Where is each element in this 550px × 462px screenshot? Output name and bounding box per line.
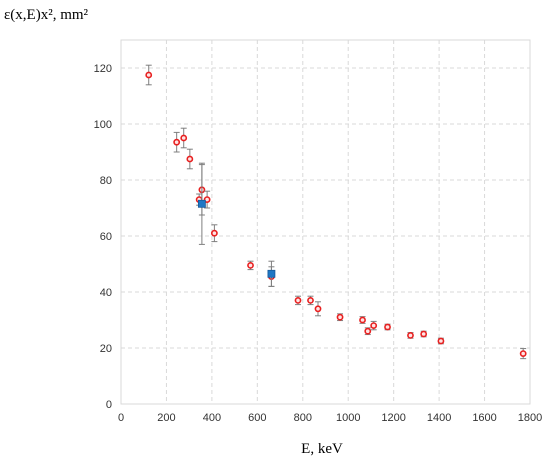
data-point-circle (519, 350, 527, 357)
data-point-circle (203, 196, 211, 203)
data-point-circle (180, 134, 188, 142)
y-tick-label: 120 (94, 63, 112, 75)
data-point-circle (307, 296, 314, 304)
data-point-circle (336, 313, 344, 321)
data-point-square (197, 199, 206, 208)
y-tick-label: 80 (100, 175, 112, 187)
data-point-circle (370, 322, 378, 329)
data-point-square (267, 269, 276, 278)
x-tick-label: 600 (248, 412, 266, 424)
data-point-circle (384, 323, 391, 331)
x-tick-label: 0 (118, 412, 124, 424)
x-tick-label: 400 (203, 412, 221, 424)
y-tick-label: 40 (100, 287, 112, 299)
x-tick-label: 800 (294, 412, 312, 424)
x-tick-label: 1400 (427, 412, 451, 424)
data-point-circle (247, 261, 254, 269)
axis-layer (120, 39, 531, 405)
x-tick-label: 200 (157, 412, 175, 424)
x-tick-label: 1200 (381, 412, 405, 424)
y-tick-label: 20 (100, 343, 112, 355)
data-point-circle (294, 296, 302, 304)
plot-frame (120, 39, 531, 405)
x-tick-label: 1000 (336, 412, 360, 424)
tick-label-layer: 0 200 400 600 800 1000 1200 1400 1600 1800 0 20 40 60… (94, 63, 543, 424)
data-point-circle (173, 138, 181, 146)
data-point-circle (359, 316, 366, 324)
y-axis-label: ε(x,E)x², mm² (4, 7, 89, 23)
y-tick-label: 0 (106, 399, 112, 411)
data-point-circle (186, 155, 194, 163)
data-point-circle (145, 71, 153, 79)
y-tick-label: 60 (100, 231, 112, 243)
data-point-circle (364, 327, 372, 335)
x-axis-label: E, keV (301, 441, 343, 457)
x-tick-label: 1600 (472, 412, 496, 424)
data-point-circle (420, 330, 428, 338)
data-point-circle (407, 331, 414, 339)
data-mark-layer (145, 64, 527, 360)
y-tick-label: 100 (94, 119, 112, 131)
data-point-circle (314, 305, 322, 313)
data-point-circle (210, 229, 218, 237)
data-point-circle (437, 337, 445, 345)
x-tick-label: 1800 (518, 412, 542, 424)
grid-layer (121, 40, 531, 404)
